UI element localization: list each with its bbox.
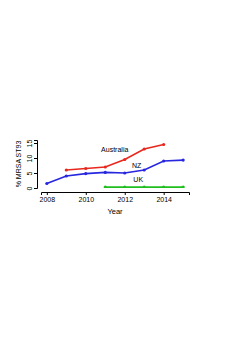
x-tick-mark [47,192,48,195]
series-marker [182,186,185,189]
series-marker [123,171,126,174]
series-marker [123,186,126,189]
x-axis-title: Year [107,207,123,216]
x-axis: 2008 2010 2012 2014 [40,192,190,203]
series-labels: Australia NZ UK [101,146,143,184]
y-axis: 0 5 10 15 [26,140,38,191]
series-marker [104,171,107,174]
y-axis-line [34,141,38,189]
series-marker [143,186,146,189]
series-marker [84,172,87,175]
series-marker [104,165,107,168]
y-tick-label: 10 [26,155,33,163]
series-marker [123,158,126,161]
y-tick: 15 [26,140,37,148]
series-line [105,186,183,188]
x-tick: 2012 [117,192,133,203]
y-tick: 10 [26,155,37,163]
series-marker [143,168,146,171]
series-line [66,145,163,171]
series-marker [162,186,165,189]
series-label: UK [133,176,143,183]
y-tick-label: 0 [26,186,33,190]
y-tick-mark [34,173,37,174]
series-label: NZ [132,162,142,169]
series-marker [65,174,68,177]
series-marker [84,167,87,170]
x-tick: 2008 [40,192,56,203]
series-marker [45,182,48,185]
x-tick: 2014 [156,192,172,203]
y-tick-label: 5 [26,171,33,175]
x-tick-label: 2014 [156,196,172,203]
series-marker [143,147,146,150]
series-marker [104,186,107,189]
y-tick-mark [34,158,37,159]
y-tick-mark [34,143,37,144]
series-marker [182,159,185,162]
series-marker [65,168,68,171]
x-axis-line [42,193,190,196]
x-tick-label: 2008 [40,196,56,203]
x-tick-mark [164,192,165,195]
x-tick-label: 2012 [117,196,133,203]
y-tick-mark [34,188,37,189]
y-tick-label: 15 [26,140,33,148]
x-tick: 2010 [79,192,95,203]
y-tick: 5 [26,171,37,175]
chart: 2008 2010 2012 2014 0 5 10 15 Year % MRSA ST93 Aus… [0,0,250,354]
x-tick-mark [125,192,126,195]
plot-area [45,143,185,188]
series-marker [162,159,165,162]
series-label: Australia [101,146,128,153]
series-line [47,160,183,183]
x-tick-label: 2010 [79,196,95,203]
series-marker [162,143,165,146]
y-tick: 0 [26,186,37,190]
y-axis-title: % MRSA ST93 [15,141,22,188]
x-tick-mark [86,192,87,195]
